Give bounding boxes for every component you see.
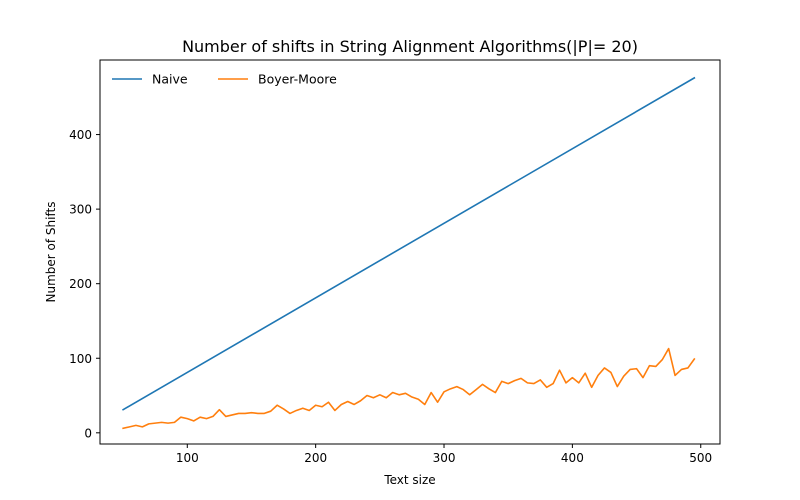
x-tick-label: 100 [176, 451, 199, 465]
legend-label-naive: Naive [152, 72, 188, 87]
y-axis: 0 100 200 300 400 [69, 128, 100, 440]
plot-frame [99, 59, 721, 445]
y-tick-label: 100 [69, 352, 92, 366]
x-axis-label: Text size [383, 473, 435, 487]
x-tick-label: 500 [689, 451, 712, 465]
x-tick-label: 400 [561, 451, 584, 465]
series-line-naive [122, 76, 696, 411]
x-tick-label: 200 [304, 451, 327, 465]
legend-label-boyer-moore: Boyer-Moore [258, 72, 337, 87]
x-tick-label: 300 [433, 451, 456, 465]
series-line-boyer-moore [122, 347, 696, 430]
x-axis: 100 200 300 400 500 [176, 444, 712, 465]
y-axis-label: Number of Shifts [44, 202, 58, 303]
plot-lines [122, 76, 696, 430]
y-tick-label: 400 [69, 128, 92, 142]
chart-title: Number of shifts in String Alignment Alg… [182, 37, 638, 56]
y-tick-label: 200 [69, 277, 92, 291]
legend: Naive Boyer-Moore [112, 72, 337, 87]
y-tick-label: 0 [84, 426, 92, 440]
y-tick-label: 300 [69, 203, 92, 217]
